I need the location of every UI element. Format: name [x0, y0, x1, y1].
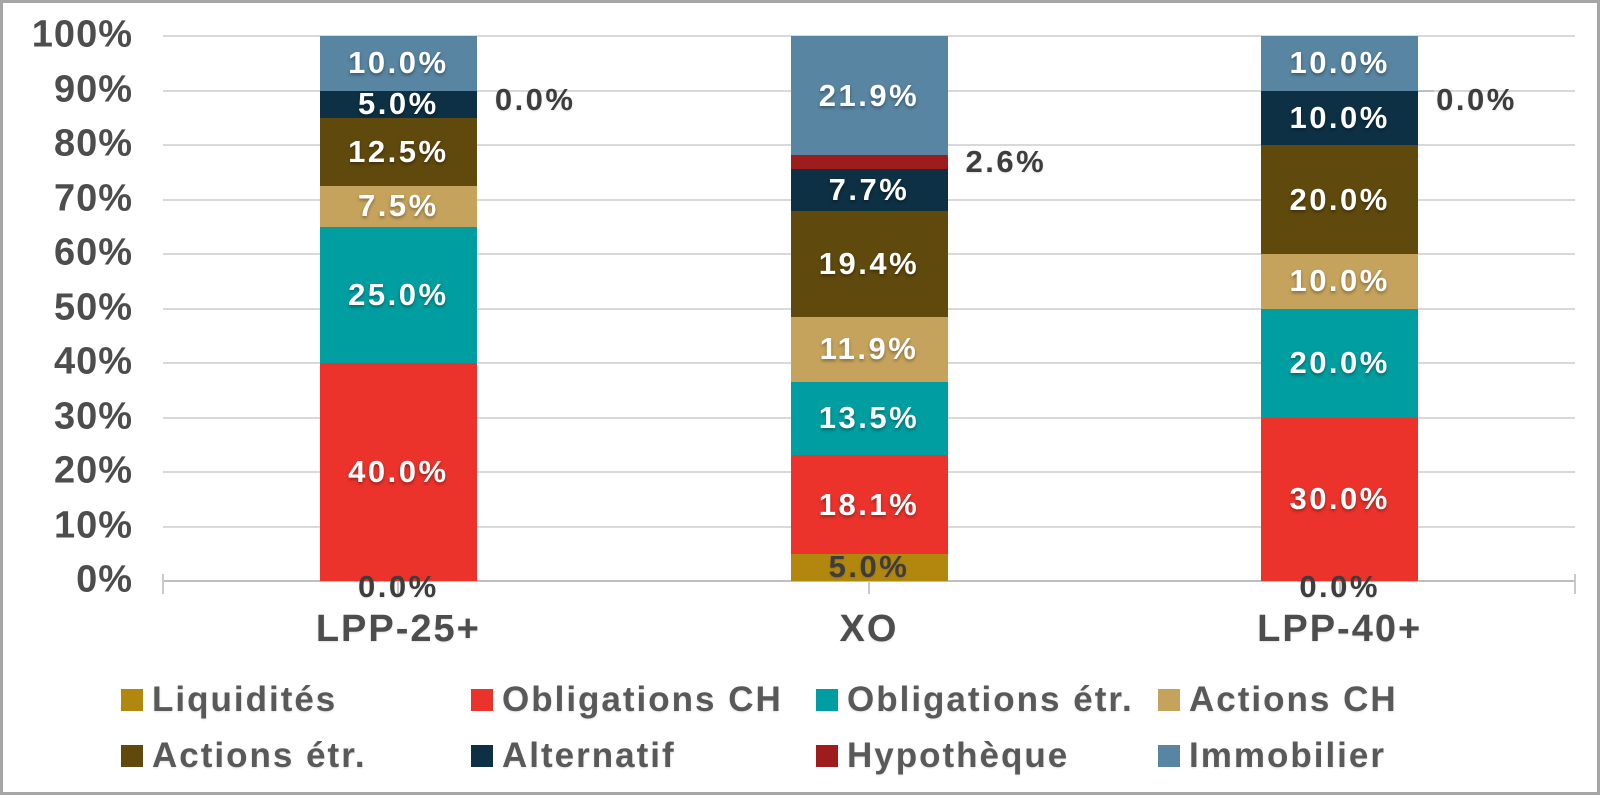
bar-segment-obligations-etr [1261, 308, 1419, 418]
legend-swatch-liquidites [121, 689, 143, 711]
y-axis-tick-label: 20% [53, 449, 133, 492]
bar-segment-obligations-etr [790, 381, 948, 456]
y-axis-tick-label: 80% [53, 122, 133, 165]
data-label-actions-etr: 12.5% [348, 133, 449, 169]
data-label-outside-hypotheque: 0.0% [1436, 81, 1517, 117]
bar-segment-actions-ch [790, 316, 948, 382]
legend-swatch-immobilier [1158, 745, 1180, 767]
category-tick [868, 581, 870, 594]
data-label-alternatif: 10.0% [1289, 99, 1390, 135]
bar-segment-obligations-etr [319, 226, 477, 363]
y-axis-tick-label: 30% [53, 395, 133, 438]
bar-segment-alternatif [1261, 90, 1419, 145]
data-label-alternatif: 7.7% [828, 172, 910, 208]
data-label-outside-hypotheque: 0.0% [494, 81, 576, 117]
category-label-xo: XO [839, 608, 899, 650]
category-tick [1338, 581, 1341, 594]
data-label-liquidites: 5.0% [828, 549, 910, 585]
bar-segment-hypotheque [790, 155, 948, 170]
legend-label-obligations-etr: Obligations étr. [847, 680, 1134, 719]
y-axis-tick-label: 100% [31, 13, 133, 56]
data-label-obligations-ch: 40.0% [348, 454, 449, 489]
y-axis-tick-label: 60% [53, 231, 133, 274]
category-label-lpp-40-: LPP-40+ [1257, 608, 1423, 650]
data-label-actions-ch: 11.9% [819, 331, 919, 367]
legend-swatch-actions-etr [121, 745, 143, 767]
bar-segment-actions-etr [790, 211, 948, 317]
legend-label-hypotheque: Hypothèque [847, 736, 1070, 775]
data-label-immobilier: 10.0% [1289, 45, 1390, 81]
bar-segment-actions-ch [1261, 254, 1419, 309]
y-axis-tick-label: 10% [53, 504, 133, 547]
leader-line-hypotheque [1418, 89, 1435, 92]
bar-segment-immobilier [790, 36, 948, 156]
bar-segment-actions-etr [319, 117, 477, 186]
bar-segment-obligations-ch [1261, 417, 1419, 581]
data-label-obligations-etr: 20.0% [1289, 345, 1390, 380]
data-label-immobilier: 10.0% [348, 45, 449, 81]
y-axis-tick-label: 90% [53, 68, 133, 111]
data-label-obligations-etr: 13.5% [818, 400, 920, 436]
data-label-actions-ch: 7.5% [357, 188, 439, 224]
bar-segment-immobilier [319, 36, 477, 91]
data-label-actions-etr: 19.4% [818, 246, 920, 282]
legend-swatch-obligations-etr [816, 689, 838, 711]
axis-end-tick [1574, 574, 1576, 594]
data-label-obligations-ch: 18.1% [818, 486, 920, 522]
bar-segment-liquidites [790, 553, 948, 581]
legend-swatch-alternatif [471, 745, 493, 767]
legend-label-actions-etr: Actions étr. [152, 736, 367, 775]
legend-swatch-obligations-ch [471, 689, 493, 711]
data-label-liquidites: 0.0% [1299, 569, 1380, 604]
legend-swatch-actions-ch [1158, 689, 1180, 711]
y-axis-tick-label: 40% [53, 340, 133, 383]
bar-segment-immobilier [1261, 36, 1419, 91]
bar-segment-actions-ch [319, 185, 477, 227]
data-label-obligations-ch: 30.0% [1289, 481, 1390, 517]
axis-end-tick [162, 574, 164, 594]
bar-segment-actions-etr [1261, 145, 1419, 254]
y-axis-tick-label: 50% [53, 286, 133, 329]
data-label-actions-etr: 20.0% [1289, 181, 1390, 217]
bar-segment-obligations-ch [790, 455, 948, 554]
data-label-actions-ch: 10.0% [1289, 263, 1390, 299]
data-label-outside-hypotheque: 2.6% [965, 144, 1047, 180]
bar-segment-obligations-ch [319, 363, 477, 581]
legend-swatch-hypotheque [816, 745, 838, 767]
legend-label-liquidites: Liquidités [152, 680, 338, 719]
bar-segment-alternatif [790, 169, 948, 212]
bar-segment-alternatif [319, 90, 477, 118]
category-tick [397, 581, 400, 594]
legend-label-actions-ch: Actions CH [1189, 680, 1398, 719]
data-label-liquidites: 0.0% [357, 569, 439, 604]
legend-label-obligations-ch: Obligations CH [502, 680, 783, 719]
legend-label-immobilier: Immobilier [1189, 736, 1386, 775]
legend-label-alternatif: Alternatif [502, 736, 676, 775]
data-label-alternatif: 5.0% [357, 86, 439, 122]
category-label-lpp-25-: LPP-25+ [315, 608, 481, 650]
data-label-obligations-etr: 25.0% [348, 276, 449, 312]
y-axis-tick-label: 0% [76, 558, 133, 601]
data-label-immobilier: 21.9% [818, 77, 920, 113]
y-axis-tick-label: 70% [53, 177, 133, 220]
